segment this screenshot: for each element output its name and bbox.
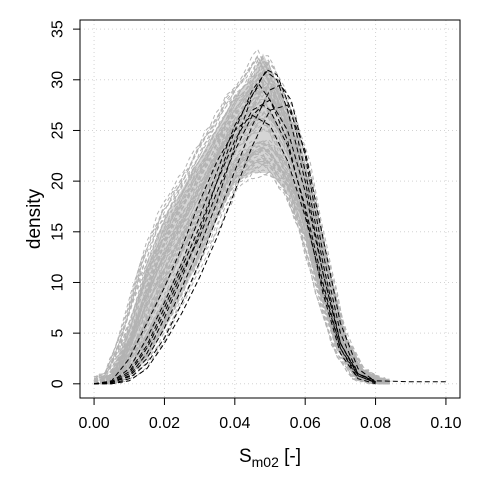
y-tick-label: 20 (50, 172, 67, 190)
observed-curve (94, 69, 376, 385)
x-tick-label: 0.10 (430, 415, 461, 432)
x-tick-label: 0.00 (79, 415, 110, 432)
ensemble-curve (93, 153, 390, 385)
x-axis-title-subscript: m02 (252, 454, 279, 470)
y-tick-label: 5 (50, 329, 67, 338)
y-tick-label: 35 (50, 20, 67, 38)
observed-curve (94, 104, 359, 385)
y-tick-label: 0 (50, 379, 67, 388)
observed-curve (94, 84, 376, 385)
x-axis-title: Sm02 [-] (239, 446, 301, 470)
y-tick-label: 30 (50, 71, 67, 89)
x-axis-title-main: S (239, 446, 252, 467)
x-tick-label: 0.06 (290, 415, 321, 432)
observed-curves (94, 69, 446, 385)
y-tick-label: 15 (50, 223, 67, 241)
ensemble-curves (93, 48, 394, 385)
y-axis-title: density (24, 188, 45, 249)
y-axis: 0 5 10 15 20 25 30 35 (50, 20, 81, 388)
x-tick-label: 0.04 (219, 415, 250, 432)
x-axis-title-suffix: [-] (279, 446, 301, 467)
grid (80, 20, 460, 398)
x-tick-label: 0.02 (149, 415, 180, 432)
y-tick-label: 10 (50, 273, 67, 291)
ensemble-curve (93, 61, 390, 385)
ensemble-band (94, 53, 394, 383)
observed-curve (94, 114, 376, 385)
observed-curve (94, 70, 446, 385)
ensemble-curve (93, 60, 390, 385)
observed-curve (94, 104, 376, 385)
x-tick-label: 0.08 (360, 415, 391, 432)
y-tick-label: 25 (50, 121, 67, 139)
x-axis: 0.00 0.02 0.04 0.06 0.08 0.10 (79, 397, 462, 432)
observed-curve (94, 99, 376, 385)
